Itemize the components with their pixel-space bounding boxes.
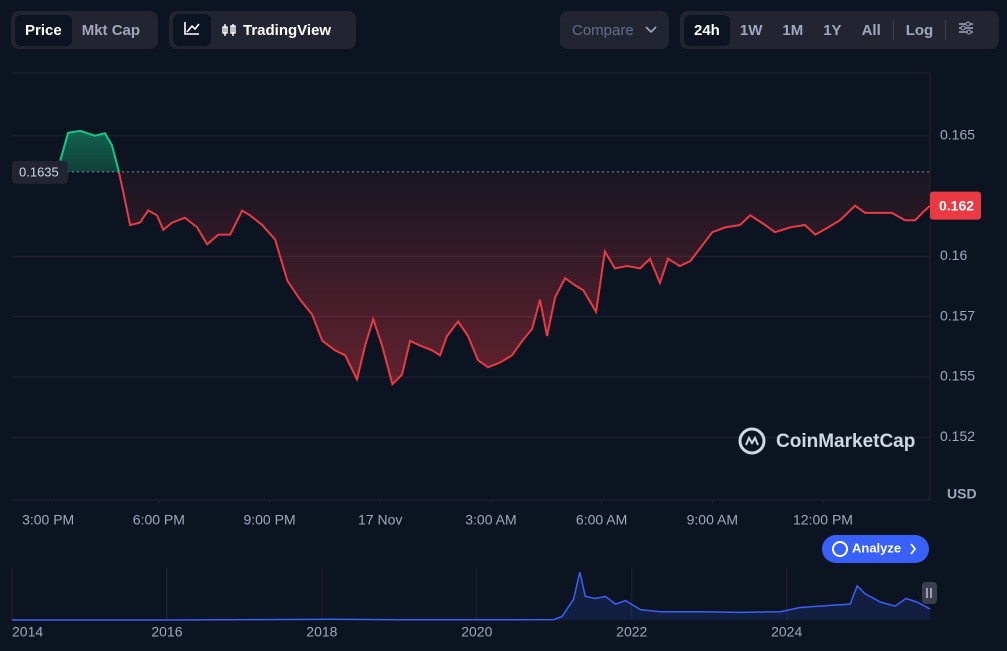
- x-tick-label: 12:00 PM: [793, 512, 853, 528]
- icon: [222, 23, 236, 36]
- x-tick-label: 2016: [151, 624, 182, 640]
- range[interactable]: 24h: [684, 14, 730, 46]
- chart-tools: TradingView: [169, 11, 356, 49]
- settings-button[interactable]: [948, 14, 984, 46]
- analyze-button[interactable]: Analyze: [822, 535, 929, 563]
- x-tick-label: 3:00 AM: [465, 512, 516, 528]
- icon: [645, 26, 657, 34]
- label: Compare: [572, 21, 634, 39]
- icon: [184, 22, 200, 35]
- y-tick-label: 0.155: [940, 368, 975, 384]
- x-tick-label: 3:00 PM: [22, 512, 74, 528]
- y-tick-label: 0.165: [940, 126, 975, 142]
- metric-tabs: Price Mkt Cap: [11, 11, 158, 49]
- range[interactable]: 1M: [782, 21, 804, 39]
- x-tick-label: 6:00 PM: [133, 512, 185, 528]
- x-tick-label: 2020: [461, 624, 492, 640]
- area: [12, 572, 930, 620]
- range-tabs: 24h 1W 1M 1Y All Log: [680, 11, 999, 49]
- analyze-label: Analyze: [852, 540, 901, 555]
- price-line: [59, 129, 931, 387]
- overview-line: [12, 572, 931, 621]
- area: [60, 130, 931, 385]
- icon: [959, 21, 974, 35]
- x-tick-label: 17 Nov: [358, 512, 402, 528]
- x-tick-label: 9:00 PM: [243, 512, 295, 528]
- range[interactable]: 1W: [739, 21, 763, 39]
- tab[interactable]: Mkt Cap: [81, 21, 141, 39]
- range[interactable]: All: [861, 21, 881, 39]
- x-tick-label: 2024: [771, 624, 802, 640]
- x-tick-label: 2018: [306, 624, 337, 640]
- line-chart-button[interactable]: [173, 14, 211, 46]
- x-tick-label: 2022: [616, 624, 647, 640]
- reference-badge: [12, 160, 68, 184]
- separator: [945, 20, 947, 40]
- watermark-text: CoinMarketCap: [776, 431, 915, 452]
- compare-dropdown[interactable]: Compare: [560, 11, 669, 49]
- range[interactable]: 1Y: [823, 21, 842, 39]
- y-tick-label: 0.157: [940, 307, 975, 323]
- watermark: CoinMarketCap: [738, 427, 915, 455]
- label: TradingView: [243, 21, 332, 39]
- y-tick-label: 0.152: [940, 428, 975, 444]
- log-toggle[interactable]: Log: [905, 21, 934, 39]
- x-tick-label: 9:00 AM: [687, 512, 738, 528]
- x-tick-label: 2014: [12, 624, 43, 640]
- plot: 0.165 0.16 0.157 0.155 0.152 3:00 PM 6:00 PM 9:…: [11, 126, 981, 640]
- price-badge: [930, 191, 981, 220]
- reference-label: 0.1635: [19, 164, 59, 179]
- x-tick-label: 6:00 AM: [576, 512, 627, 528]
- y-tick-label: 0.16: [940, 247, 967, 263]
- tab[interactable]: Price: [15, 14, 72, 46]
- unit-label: USD: [947, 486, 977, 502]
- price-badge-label: 0.162: [939, 197, 974, 213]
- tradingview-button[interactable]: TradingView: [211, 15, 341, 46]
- overview-handle[interactable]: [922, 582, 937, 604]
- separator: [892, 20, 894, 40]
